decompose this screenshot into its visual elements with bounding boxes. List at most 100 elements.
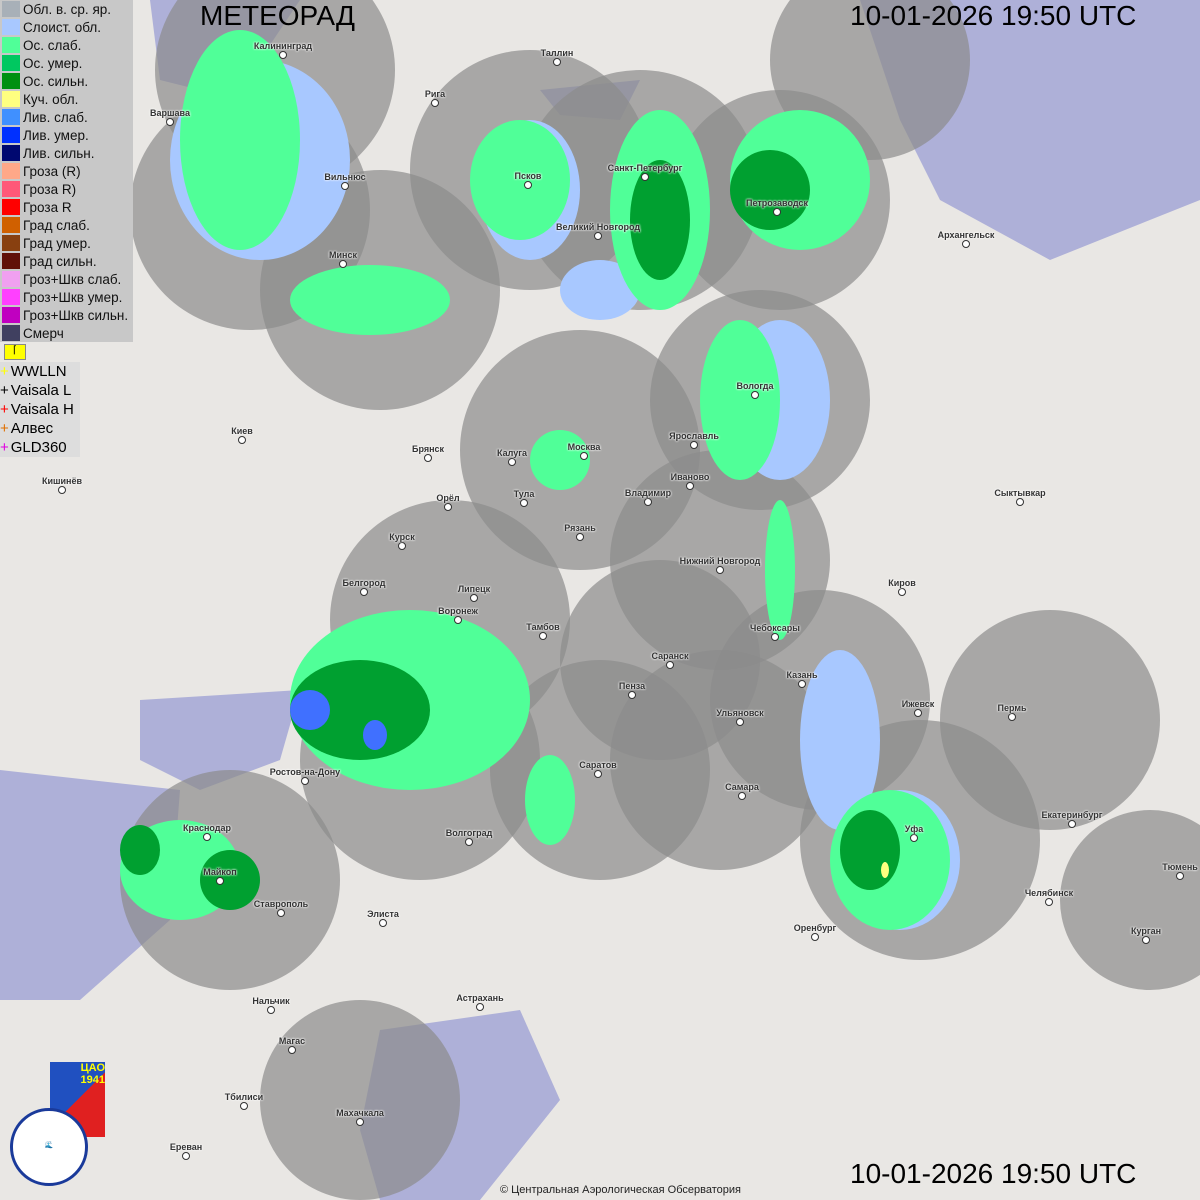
legend-label: Град сильн. [23, 253, 97, 269]
city-label: Тамбов [526, 622, 560, 632]
legend-swatch [2, 127, 20, 143]
city-label: Курган [1130, 926, 1162, 936]
city-label: Москва [567, 442, 601, 452]
city-marker [771, 633, 779, 641]
lightning-label: WWLLN [10, 363, 67, 380]
city-marker [182, 1152, 190, 1160]
legend-swatch [2, 37, 20, 53]
city-marker [398, 542, 406, 550]
legend-label: Слоист. обл. [23, 19, 102, 35]
city-label: Рига [424, 89, 446, 99]
city-marker [508, 458, 516, 466]
timestamp-top: 10-01-2026 19:50 UTC [850, 0, 1137, 31]
legend-label: Ос. слаб. [23, 37, 82, 53]
city-label: Майкоп [203, 867, 237, 877]
city-label: Оренбург [793, 923, 837, 933]
legend-swatch [2, 181, 20, 197]
city-label: Кишинёв [41, 476, 83, 486]
city-label: Краснодар [182, 823, 232, 833]
city-marker [216, 877, 224, 885]
city-marker [628, 691, 636, 699]
lightning-label: Алвес [10, 420, 54, 437]
city-marker [736, 718, 744, 726]
city-marker [424, 454, 432, 462]
city-marker [288, 1046, 296, 1054]
legend-label: Лив. сильн. [23, 145, 95, 161]
city-marker [811, 933, 819, 941]
legend-swatch [2, 1, 20, 17]
city-label: Уфа [904, 824, 924, 834]
city-label: Волгоград [445, 828, 493, 838]
city-marker [301, 777, 309, 785]
city-marker [773, 208, 781, 216]
legend-label: Гроза R [23, 199, 72, 215]
city-label: Ижевск [901, 699, 935, 709]
city-label: Киев [231, 426, 253, 436]
city-marker [356, 1118, 364, 1126]
city-marker [576, 533, 584, 541]
city-label: Вологда [736, 381, 774, 391]
legend-swatch [2, 253, 20, 269]
legend-label: Ос. сильн. [23, 73, 89, 89]
city-label: Вильнюс [324, 172, 366, 182]
legend-item: Град умер. [0, 234, 133, 252]
legend-swatch [2, 289, 20, 305]
legend-toggle-button[interactable]: ⌈ [4, 344, 26, 360]
legend-item: Гроз+Шкв слаб. [0, 270, 133, 288]
legend-swatch [2, 325, 20, 341]
city-marker [1176, 872, 1184, 880]
city-marker [238, 436, 246, 444]
city-marker [454, 616, 462, 624]
city-marker [279, 51, 287, 59]
legend-swatch [2, 235, 20, 251]
cross-icon: + [0, 401, 9, 418]
city-label: Челябинск [1024, 888, 1074, 898]
legend-swatch [2, 307, 20, 323]
legend-item: Град слаб. [0, 216, 133, 234]
city-label: Ярославль [669, 431, 719, 441]
city-marker [738, 792, 746, 800]
city-label: Чебоксары [750, 623, 800, 633]
precipitation [120, 30, 960, 930]
city-label: Архангельск [937, 230, 995, 240]
legend-label: Град умер. [23, 235, 91, 251]
city-marker [58, 486, 66, 494]
city-marker [716, 566, 724, 574]
city-label: Астрахань [456, 993, 504, 1003]
legend-item: Куч. обл. [0, 90, 133, 108]
city-label: Киров [888, 578, 916, 588]
city-label: Ростов-на-Дону [269, 767, 341, 777]
city-label: Воронеж [438, 606, 478, 616]
city-marker [644, 498, 652, 506]
legend-item: Лив. умер. [0, 126, 133, 144]
city-marker [553, 58, 561, 66]
city-label: Санкт-Петербург [607, 163, 683, 173]
cross-icon: + [0, 382, 9, 399]
legend-item: Гроз+Шкв умер. [0, 288, 133, 306]
cross-icon: + [0, 363, 9, 380]
city-label: Петрозаводск [746, 198, 808, 208]
city-label: Рязань [564, 523, 596, 533]
city-marker [690, 441, 698, 449]
legend-label: Град слаб. [23, 217, 90, 233]
city-marker [641, 173, 649, 181]
city-label: Тула [513, 489, 535, 499]
city-label: Сыктывкар [994, 488, 1046, 498]
city-label: Ставрополь [253, 899, 309, 909]
legend-item: Гроза R [0, 198, 133, 216]
legend-item: Гроза R) [0, 180, 133, 198]
city-marker [686, 482, 694, 490]
city-marker [524, 181, 532, 189]
city-marker [166, 118, 174, 126]
city-label: Екатеринбург [1041, 810, 1103, 820]
legend-label: Гроз+Шкв слаб. [23, 271, 122, 287]
legend-label: Гроз+Шкв сильн. [23, 307, 129, 323]
legend-item: Лив. сильн. [0, 144, 133, 162]
legend-item: Ос. сильн. [0, 72, 133, 90]
legend-item: Лив. слаб. [0, 108, 133, 126]
city-marker [240, 1102, 248, 1110]
city-label: Белгород [342, 578, 386, 588]
city-marker [798, 680, 806, 688]
legend-label: Гроза R) [23, 181, 77, 197]
